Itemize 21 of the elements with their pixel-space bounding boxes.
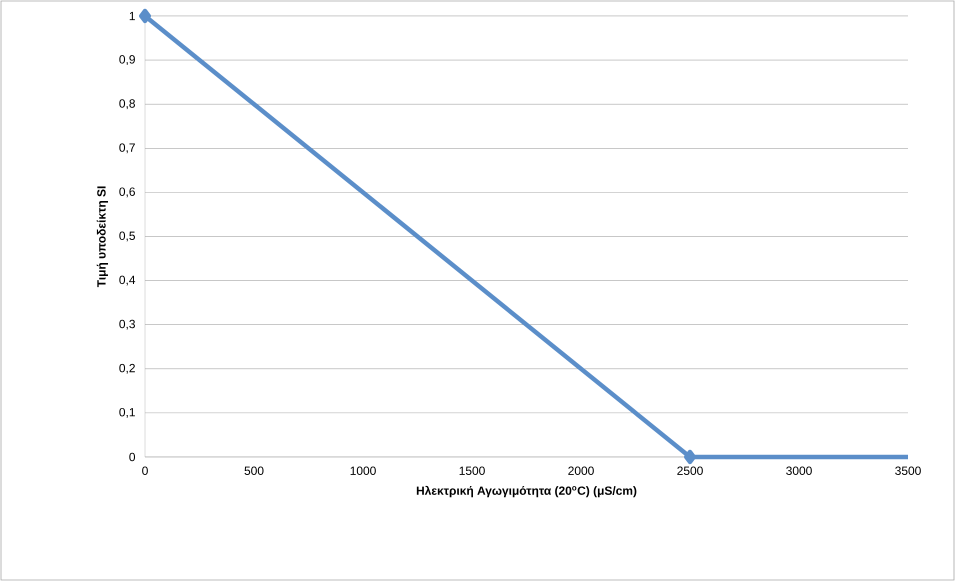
x-axis-title: Ηλεκτρική Αγωγιμότητα (20$^{o}$C) (μS/cm) [416, 486, 636, 498]
y-axis-title: Τιμή υποδείκτη SI [96, 186, 108, 288]
x-tick-label: 1000 [350, 466, 376, 475]
y-tick-label: 0,3 [119, 320, 135, 330]
y-tick-label: 0,4 [119, 276, 136, 286]
y-tick-label: 0,7 [119, 143, 135, 154]
x-tick-label: 3000 [786, 466, 812, 475]
y-tick-label: 1 [130, 12, 135, 20]
x-tick-label: 3500 [895, 466, 921, 475]
y-tick-label: 0,9 [119, 55, 135, 66]
y-tick-label: 0,5 [119, 232, 135, 242]
y-tick-label: 0,1 [119, 408, 135, 418]
x-tick-label: 500 [244, 466, 264, 475]
y-tick-label: 0,2 [119, 364, 135, 374]
y-tick-label: 0,6 [119, 187, 135, 198]
y-tick-label: 0,8 [119, 99, 135, 110]
x-tick-label: 2000 [568, 466, 594, 475]
x-tick-label: 1500 [460, 466, 485, 475]
x-tick-label: 2500 [677, 466, 703, 475]
y-tick-label: 0 [129, 452, 136, 462]
x-tick-label: 0 [142, 466, 148, 475]
